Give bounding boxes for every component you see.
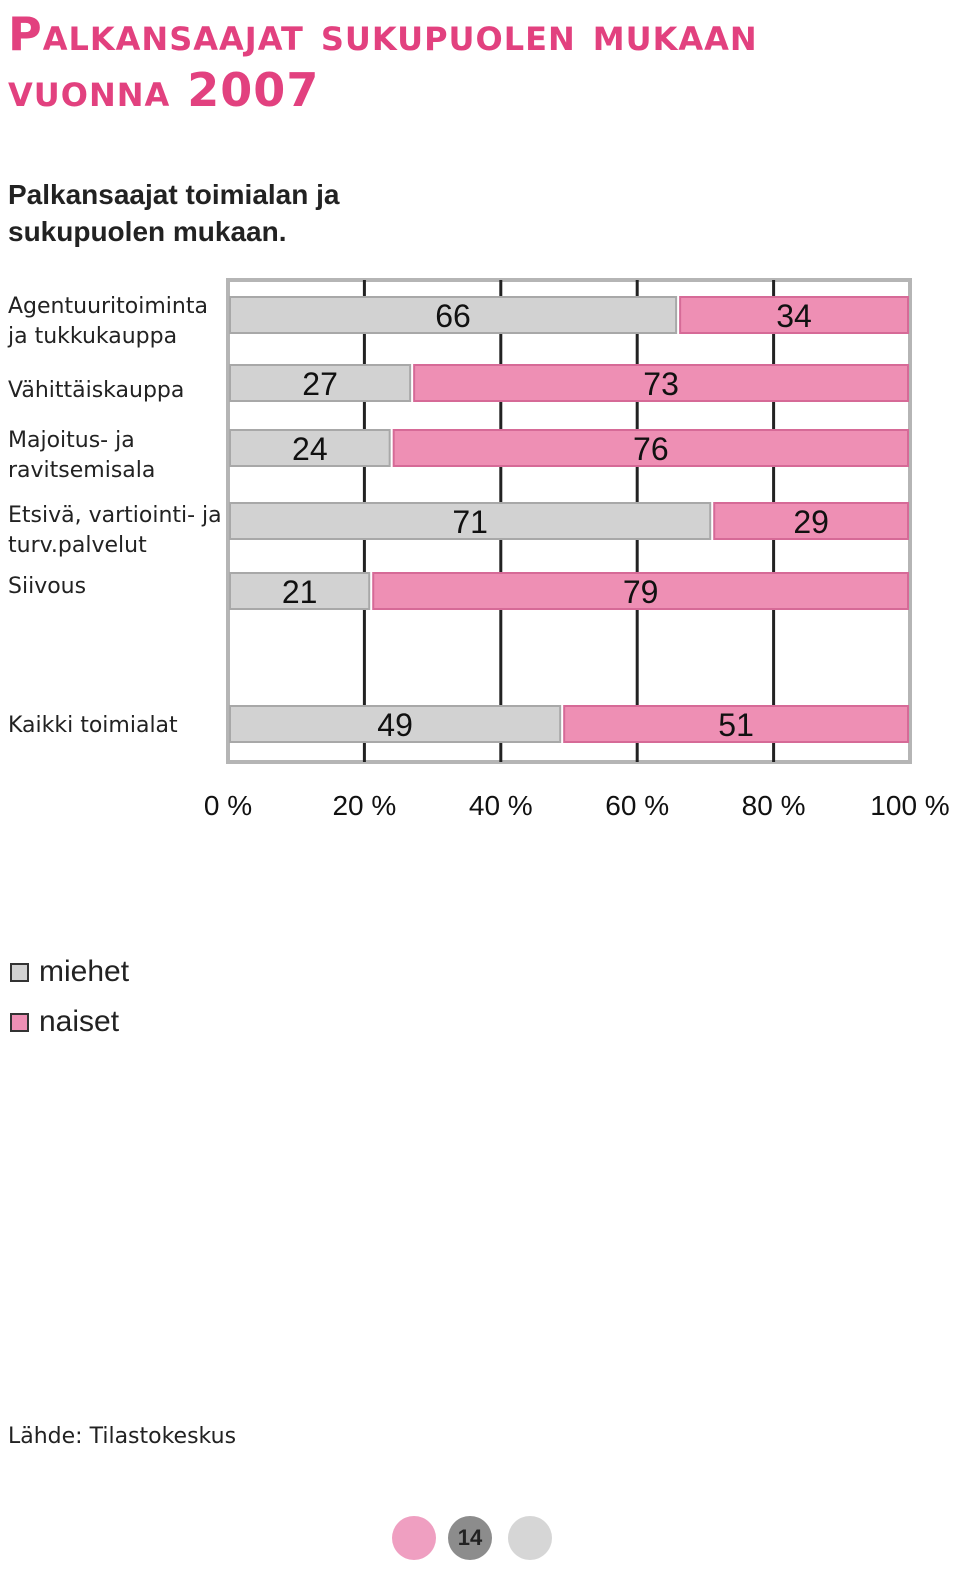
legend-item-naiset: naiset (10, 1005, 119, 1039)
data-label-miehet: 27 (302, 366, 338, 402)
data-label-miehet: 24 (292, 431, 328, 467)
legend-swatch-naiset (10, 1012, 29, 1032)
data-label-naiset: 34 (776, 298, 812, 334)
data-label-naiset: 79 (623, 574, 659, 610)
bar-naiset (713, 502, 909, 540)
category-label: Agentuuritoiminta ja tukkukauppa (8, 294, 208, 349)
legend-label-naiset: naiset (39, 1005, 120, 1038)
bar-miehet (229, 572, 371, 610)
data-label-miehet: 49 (377, 707, 413, 743)
bar-naiset (413, 364, 909, 402)
page-title: Palkansaajat sukupuolen mukaan vuonna 20… (8, 7, 758, 117)
page-number: 14 (448, 1516, 492, 1560)
data-label-naiset: 51 (718, 707, 754, 743)
page-dot-pink (392, 1516, 436, 1560)
x-tick-label: 20 % (332, 790, 396, 821)
category-label: Kaikki toimialat (8, 713, 178, 738)
data-label-naiset: 73 (643, 366, 679, 402)
category-label: Majoitus- ja ravitsemisala (8, 428, 156, 483)
x-tick-label: 0 % (204, 790, 252, 821)
x-tick-label: 100 % (870, 790, 949, 821)
bar-miehet (229, 429, 391, 467)
bar-miehet (229, 502, 712, 540)
legend-item-miehet: miehet (10, 955, 129, 989)
page-dot-gray (508, 1516, 552, 1560)
bar-miehet (229, 705, 562, 743)
stacked-bar-chart: 66 34 27 73 24 76 71 29 21 79 49 51 0 % 20 % 40 % 60 % 8… (204, 278, 950, 821)
bar-naiset (392, 429, 909, 467)
bar-naiset (372, 572, 910, 610)
source-note: Lähde: Tilastokeskus (8, 1424, 237, 1449)
bar-naiset (563, 705, 909, 743)
x-tick-label: 80 % (742, 790, 806, 821)
legend-swatch-miehet (10, 962, 29, 982)
bar-miehet (229, 296, 678, 334)
x-tick-label: 40 % (469, 790, 533, 821)
data-label-naiset: 76 (633, 431, 669, 467)
chart-subtitle: Palkansaajat toimialan ja sukupuolen muk… (8, 179, 340, 247)
data-label-miehet: 66 (435, 298, 471, 334)
x-tick-label: 60 % (605, 790, 669, 821)
legend-label-miehet: miehet (39, 955, 130, 988)
bar-naiset (679, 296, 909, 334)
category-label: Vähittäiskauppa (8, 378, 185, 403)
data-label-miehet: 21 (282, 574, 318, 610)
category-label: Etsivä, vartiointi- ja turv.palvelut (8, 503, 222, 558)
bar-miehet (229, 364, 412, 402)
category-label: Siivous (8, 574, 87, 599)
data-label-miehet: 71 (452, 504, 488, 540)
data-label-naiset: 29 (793, 504, 829, 540)
